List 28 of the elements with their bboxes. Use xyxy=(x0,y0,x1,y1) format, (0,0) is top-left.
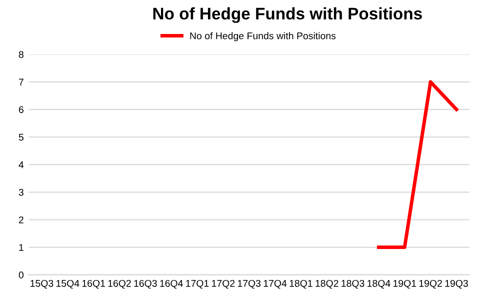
x-tick-label: 18Q4 xyxy=(368,280,390,289)
y-tick-label: 8 xyxy=(18,51,24,58)
x-tick-label: 19Q2 xyxy=(419,280,442,289)
y-tick-label: 5 xyxy=(18,134,24,141)
x-tick-label: 16Q4 xyxy=(160,280,183,289)
x-tick-label: 16Q2 xyxy=(108,280,131,289)
x-tick-label: 15Q4 xyxy=(56,280,80,289)
x-tick-label: 18Q2 xyxy=(316,280,338,289)
y-tick-label: 2 xyxy=(18,216,24,224)
x-tick-label: 16Q1 xyxy=(82,280,105,289)
x-tick-label: 17Q1 xyxy=(186,280,209,289)
x-tick-label: 15Q3 xyxy=(30,280,54,289)
chart-title: No of Hedge Funds with Positions xyxy=(153,7,422,23)
y-tick-label: 4 xyxy=(18,161,24,168)
y-tick-label: 6 xyxy=(18,106,24,114)
x-tick-label: 19Q1 xyxy=(393,280,416,289)
y-tick-label: 1 xyxy=(19,244,24,251)
x-tick-label: 17Q3 xyxy=(238,280,261,289)
x-tick-label: 17Q2 xyxy=(212,280,235,289)
legend-label: No of Hedge Funds with Positions xyxy=(190,32,336,42)
x-tick-label: 17Q4 xyxy=(264,280,287,289)
y-tick-label: 7 xyxy=(18,78,24,86)
x-tick-label: 19Q3 xyxy=(445,280,468,289)
x-tick-label: 16Q3 xyxy=(134,280,157,289)
y-tick-label: 3 xyxy=(18,188,24,196)
x-tick-label: 18Q1 xyxy=(290,280,312,289)
x-tick-label: 18Q3 xyxy=(342,280,364,289)
y-tick-label: 0 xyxy=(18,272,24,278)
